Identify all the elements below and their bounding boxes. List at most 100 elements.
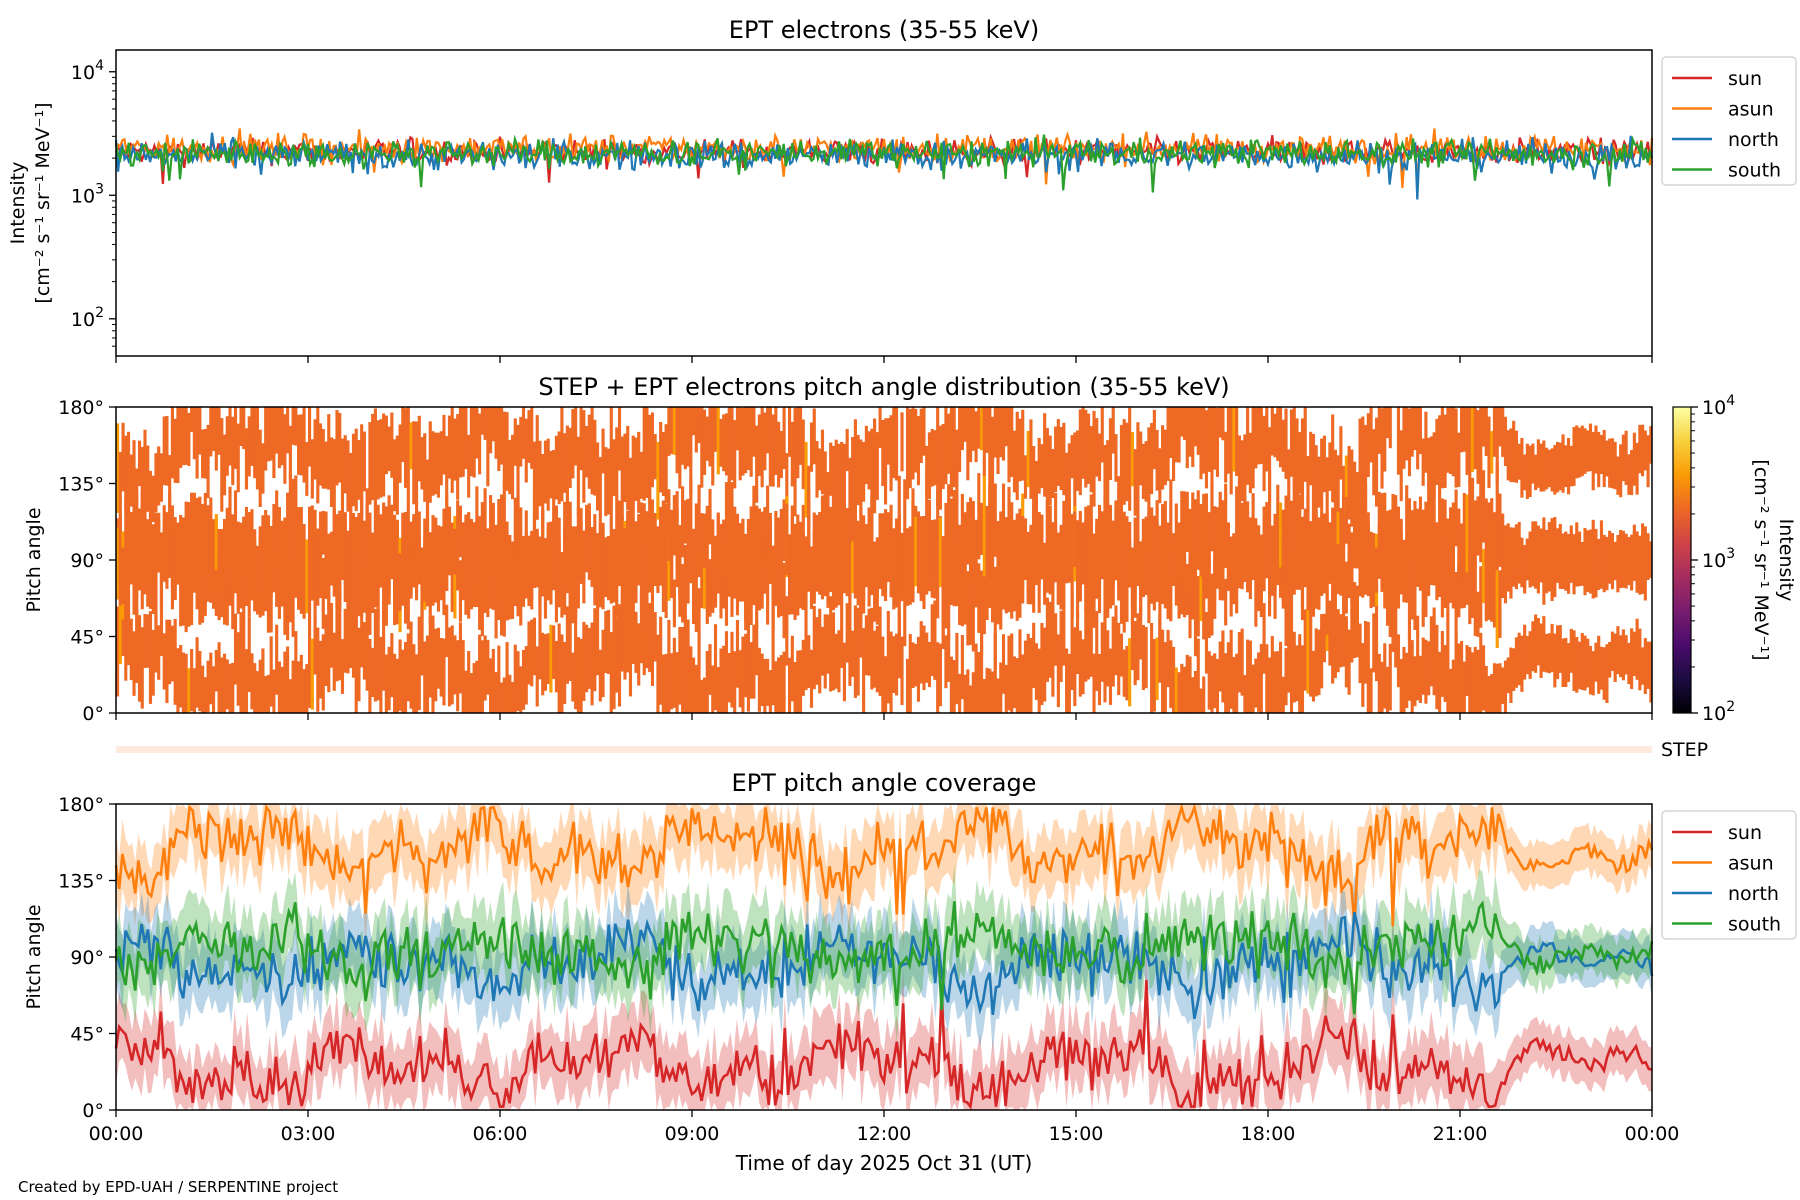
pad-cell [1199,688,1203,713]
pad-cell [955,429,959,482]
pad-cell [387,426,391,472]
pad-cell [1333,603,1337,679]
pad-cell [467,651,471,713]
pad-cell [1528,631,1532,679]
legend-label-sun: sun [1728,822,1762,844]
pad-cell [483,488,487,583]
pad-cell [318,423,323,486]
pad-cell [500,407,504,465]
pad-cell [801,639,805,696]
pad-cell [653,612,657,662]
pad-cell [639,593,644,664]
pad-cell [1248,640,1252,713]
pad-cell [1023,640,1028,713]
pad-cell [1163,501,1167,574]
pad-cell [1224,483,1228,569]
pad-cell [609,631,613,713]
pad-cell [357,627,361,702]
pad-cell [782,407,786,470]
pad-cell [1635,442,1639,495]
pad-cell [198,496,202,596]
pad-cell [527,538,531,602]
pad-cell [1065,648,1069,713]
pad-cell [873,630,877,688]
pad-cell [445,512,449,591]
pad-cell [1108,648,1113,705]
pad-cell [1619,635,1623,678]
pad-cell [1501,407,1505,457]
pad-cell [1051,522,1055,587]
pad-cell [371,540,375,603]
pad-cell [1232,657,1236,713]
pad-cell [1092,533,1096,600]
pad-cell [1424,639,1428,704]
pad-cell [393,439,397,512]
pad-cell [231,514,235,586]
pad-cell [272,520,276,593]
pad-cell [1306,534,1310,611]
pad-cell [1007,635,1011,711]
pad-cell [653,530,657,586]
pad-cell [609,407,613,502]
pad-cell [275,624,279,695]
pad-cell [360,593,364,668]
pad-cell [755,505,759,570]
pad-cell [1331,589,1335,684]
pad-cell [1509,527,1513,572]
pad-cell [1150,423,1154,495]
pad-cell [1128,638,1132,707]
pad-cell [947,573,951,638]
pad-cell [220,418,224,512]
pad-cell [1139,605,1143,660]
pad-cell [1421,438,1425,486]
pad-cell [198,407,202,455]
pad-cell [1188,407,1192,457]
pad-cell [971,551,975,652]
pad-cell [329,437,334,507]
pad-cell [1202,676,1206,713]
pad-cell [848,595,852,686]
pad-cell [1196,490,1200,570]
pad-cell [820,626,825,676]
pad-cell [436,627,441,689]
pad-cell [1427,437,1431,526]
pad-cell [1627,642,1631,685]
pad-cell [1358,623,1362,683]
pad-cell [401,512,405,587]
pad-cell [516,541,520,617]
pad-cell [985,407,989,453]
pad-cell [365,573,369,636]
pad-cell [261,515,265,594]
pad-cell [601,428,605,474]
pad-cell [179,407,183,468]
pad-cell [1012,656,1017,709]
pad-cell [1328,442,1332,491]
pad-cell [483,635,487,701]
pad-cell [670,407,674,455]
pad-cell [1586,638,1590,688]
pad-cell [1490,674,1494,713]
pad-cell [971,672,975,713]
pad-cell [159,453,164,502]
pad-cell [1364,621,1368,684]
pad-cell [1051,608,1055,697]
pad-cell [420,437,424,490]
pad-cell [1292,479,1296,553]
pad-cell [340,438,345,514]
pad-cell [727,407,731,490]
pad-cell [980,570,984,656]
panel1-ylabel-line1: Intensity [7,162,29,245]
pad-cell [1391,582,1395,653]
pad-cell [1470,477,1475,574]
pad-cell [1385,666,1390,713]
panel2-heatmap [116,407,1653,713]
pad-cell [201,429,205,479]
pad-cell [1369,407,1373,463]
panel3-xtick-label: 09:00 [665,1123,720,1145]
pad-cell [1602,647,1606,700]
pad-cell [384,553,388,626]
pad-cell [1328,600,1332,666]
angle-ytick-label: 90° [70,550,104,572]
pad-cell [1599,520,1604,582]
pad-cell [664,537,668,618]
